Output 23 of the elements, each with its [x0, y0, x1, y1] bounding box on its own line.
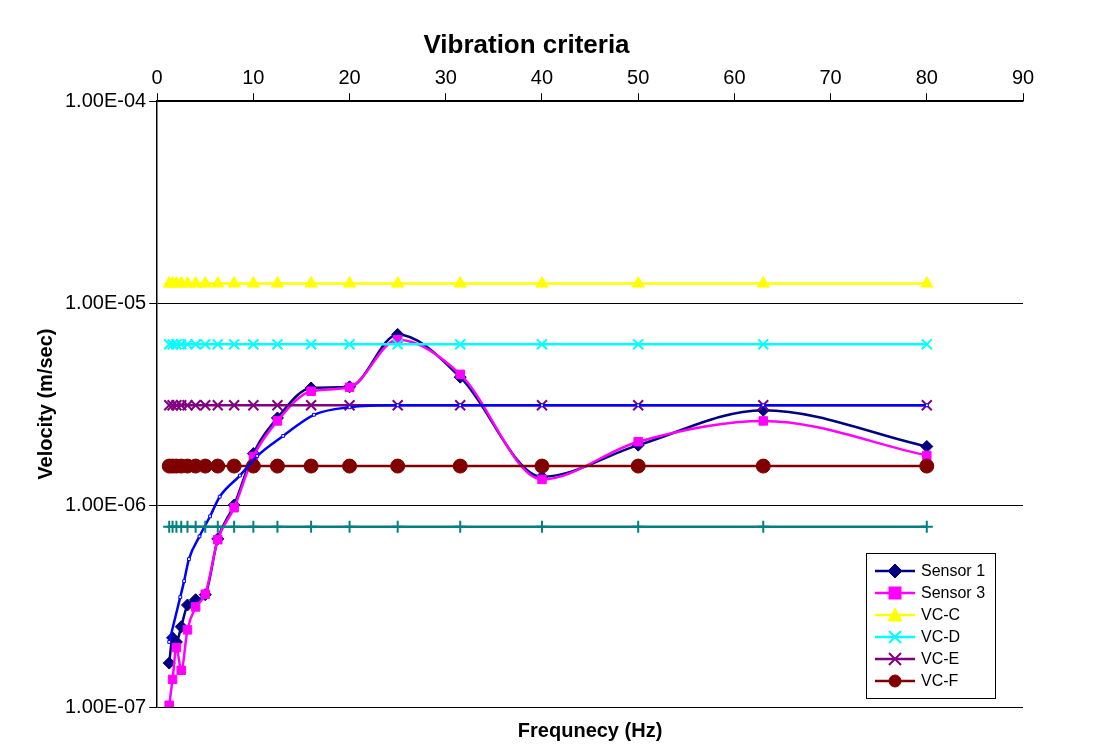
- legend-label: VC-C: [921, 606, 961, 624]
- x-tick-label: 20: [338, 65, 361, 88]
- x-tick-label: 40: [530, 65, 554, 88]
- x-tick-label: 30: [434, 65, 457, 88]
- legend-label: Sensor 1: [921, 562, 986, 580]
- x-tick-label: 70: [819, 65, 842, 88]
- legend-label: VC-D: [921, 628, 961, 646]
- x-tick-label: 50: [627, 65, 650, 88]
- y-tick-label: 1.00E-04: [65, 88, 147, 111]
- x-tick-label: 0: [151, 65, 163, 88]
- y-tick-label: 1.00E-05: [65, 290, 147, 313]
- x-tick-label: 90: [1011, 65, 1035, 88]
- x-tick-label: 10: [242, 65, 265, 88]
- y-tick-label: 1.00E-06: [65, 492, 147, 515]
- x-tick-label: 80: [915, 65, 938, 88]
- legend-label: VC-E: [921, 650, 960, 668]
- y-tick-label: 1.00E-07: [65, 694, 147, 717]
- x-axis-title: Frequnecy (Hz): [517, 718, 663, 741]
- chart-title: Vibration criteria: [423, 28, 631, 59]
- legend-label: VC-F: [921, 672, 959, 690]
- x-tick-label: 60: [723, 65, 746, 88]
- y-axis-title: Velocity (m/sec): [33, 328, 56, 480]
- legend-label: Sensor 3: [921, 584, 986, 602]
